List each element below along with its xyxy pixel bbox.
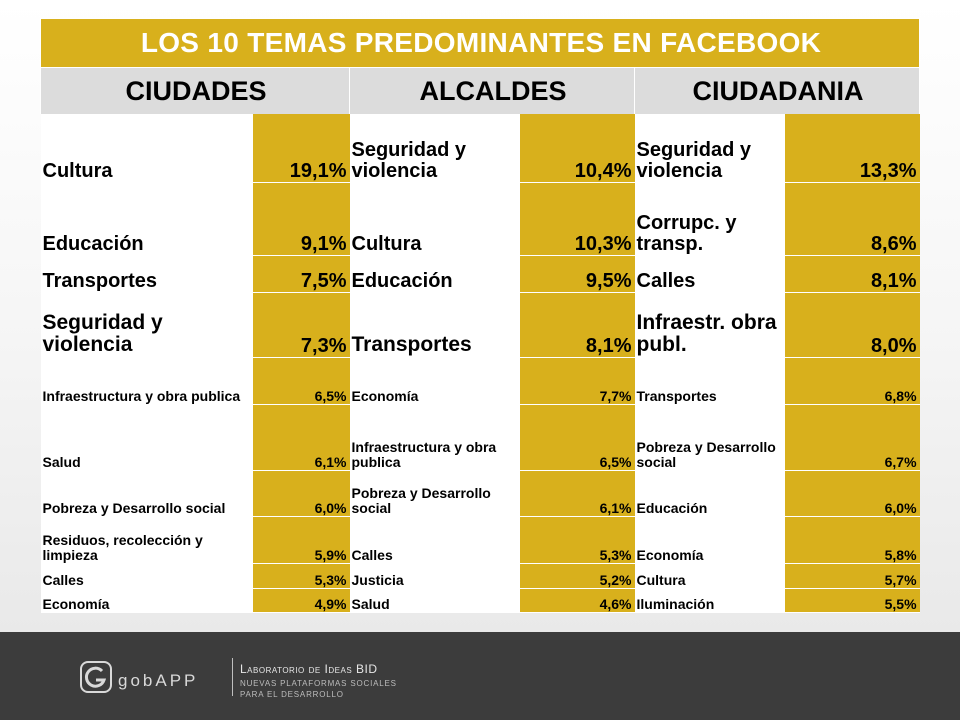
ciudadania-topic-cell: Cultura — [634, 563, 785, 589]
ciudades-topic-cell: Seguridad y violencia — [40, 292, 253, 358]
ciudadania-percent-cell: 6,8% — [784, 357, 920, 405]
alcaldes-percent-cell: 7,7% — [519, 357, 635, 405]
ciudades-topic-cell: Transportes — [40, 255, 253, 293]
table-body: Cultura 19,1% Seguridad y violencia 10,4% Se… — [40, 114, 920, 613]
ciudades-percent-cell: 19,1% — [252, 114, 350, 183]
ciudadania-percent-cell: 13,3% — [784, 114, 920, 183]
alcaldes-percent-cell: 10,3% — [519, 182, 635, 256]
alcaldes-topic-cell: Educación — [349, 255, 520, 293]
ciudades-percent-cell: 4,9% — [252, 588, 350, 613]
ciudadania-topic-cell: Educación — [634, 470, 785, 517]
ciudadania-percent-cell: 8,1% — [784, 255, 920, 293]
footer: gobAPP Laboratorio de Ideas BID NUEVAS P… — [0, 632, 960, 720]
alcaldes-topic-cell: Pobreza y Desarrollo social — [349, 470, 520, 517]
slide: LOS 10 TEMAS PREDOMINANTES EN FACEBOOK C… — [0, 0, 960, 632]
ciudades-topic-cell: Infraestructura y obra publica — [40, 357, 253, 405]
logo-wordmark: gobAPP — [118, 671, 198, 690]
alcaldes-topic-cell: Calles — [349, 516, 520, 564]
alcaldes-percent-cell: 10,4% — [519, 114, 635, 183]
alcaldes-topic-cell: Seguridad y violencia — [349, 114, 520, 183]
ciudades-percent-cell: 6,0% — [252, 470, 350, 517]
alcaldes-topic-cell: Economía — [349, 357, 520, 405]
ciudadania-topic-cell: Seguridad y violencia — [634, 114, 785, 183]
ciudades-percent-cell: 7,3% — [252, 292, 350, 358]
lab-subtitle-line-1: NUEVAS PLATAFORMAS SOCIALES — [240, 679, 397, 688]
ciudadania-topic-cell: Calles — [634, 255, 785, 293]
ciudades-percent-cell: 5,9% — [252, 516, 350, 564]
ciudades-percent-cell: 7,5% — [252, 255, 350, 293]
lab-subtitle-line-2: PARA EL DESARROLLO — [240, 690, 344, 699]
ciudadania-topic-cell: Corrupc. y transp. — [634, 182, 785, 256]
ciudadania-topic-cell: Infraestr. obra publ. — [634, 292, 785, 358]
alcaldes-percent-cell: 6,1% — [519, 470, 635, 517]
alcaldes-percent-cell: 4,6% — [519, 588, 635, 613]
ciudades-topic-cell: Cultura — [40, 114, 253, 183]
ciudades-topic-cell: Educación — [40, 182, 253, 256]
table-row: Infraestructura y obra publica 6,5% Econom… — [40, 357, 920, 405]
ciudades-percent-cell: 6,1% — [252, 404, 350, 471]
ciudadania-percent-cell: 6,7% — [784, 404, 920, 471]
table-title: LOS 10 TEMAS PREDOMINANTES EN FACEBOOK — [39, 18, 921, 68]
table-row: Calles 5,3% Justicia 5,2% Cultura 5,7% — [40, 563, 920, 589]
table-row: Residuos, recolección y limpieza 5,9% Call… — [40, 516, 920, 564]
alcaldes-percent-cell: 5,2% — [519, 563, 635, 589]
ciudadania-percent-cell: 5,5% — [784, 588, 920, 613]
ciudades-topic-cell: Residuos, recolección y limpieza — [40, 516, 253, 564]
alcaldes-topic-cell: Cultura — [349, 182, 520, 256]
table-row: Transportes 7,5% Educación 9,5% Calles 8,1% — [40, 255, 920, 293]
ciudades-percent-cell: 9,1% — [252, 182, 350, 256]
alcaldes-topic-cell: Transportes — [349, 292, 520, 358]
alcaldes-topic-cell: Salud — [349, 588, 520, 613]
ciudades-percent-cell: 6,5% — [252, 357, 350, 405]
alcaldes-percent-cell: 5,3% — [519, 516, 635, 564]
ciudadania-percent-cell: 8,6% — [784, 182, 920, 256]
alcaldes-topic-cell: Infraestructura y obra publica — [349, 404, 520, 471]
table-row: Cultura 19,1% Seguridad y violencia 10,4% Se… — [40, 114, 920, 183]
column-header-ciudadania: CIUDADANIA — [633, 67, 921, 114]
ciudades-topic-cell: Economía — [40, 588, 253, 613]
table-row: Pobreza y Desarrollo social 6,0% Pobreza y… — [40, 470, 920, 517]
ciudadania-topic-cell: Economía — [634, 516, 785, 564]
ciudades-percent-cell: 5,3% — [252, 563, 350, 589]
alcaldes-percent-cell: 6,5% — [519, 404, 635, 471]
table-row: Economía 4,9% Salud 4,6% Iluminación 5,5% — [40, 588, 920, 613]
ciudadania-percent-cell: 5,8% — [784, 516, 920, 564]
column-header-alcaldes: ALCALDES — [349, 67, 635, 114]
table-row: Seguridad y violencia 7,3% Transportes 8,1%… — [40, 292, 920, 358]
lab-title: Laboratorio de Ideas BID — [240, 662, 378, 676]
ciudadania-topic-cell: Iluminación — [634, 588, 785, 613]
ciudadania-percent-cell: 8,0% — [784, 292, 920, 358]
ciudadania-topic-cell: Transportes — [634, 357, 785, 405]
alcaldes-topic-cell: Justicia — [349, 563, 520, 589]
gobapp-logo: gobAPP — [80, 661, 198, 693]
ciudades-topic-cell: Salud — [40, 404, 253, 471]
table-row: Educación 9,1% Cultura 10,3% Corrupc. y tran… — [40, 182, 920, 256]
alcaldes-percent-cell: 8,1% — [519, 292, 635, 358]
topics-table: LOS 10 TEMAS PREDOMINANTES EN FACEBOOK C… — [39, 18, 921, 613]
ciudadania-percent-cell: 5,7% — [784, 563, 920, 589]
ciudades-topic-cell: Pobreza y Desarrollo social — [40, 470, 253, 517]
footer-divider — [232, 658, 233, 696]
ciudadania-topic-cell: Pobreza y Desarrollo social — [634, 404, 785, 471]
column-header-ciudades: CIUDADES — [40, 67, 350, 114]
ciudadania-percent-cell: 6,0% — [784, 470, 920, 517]
ciudades-topic-cell: Calles — [40, 563, 253, 589]
alcaldes-percent-cell: 9,5% — [519, 255, 635, 293]
table-row: Salud 6,1% Infraestructura y obra publica 6… — [40, 404, 920, 471]
